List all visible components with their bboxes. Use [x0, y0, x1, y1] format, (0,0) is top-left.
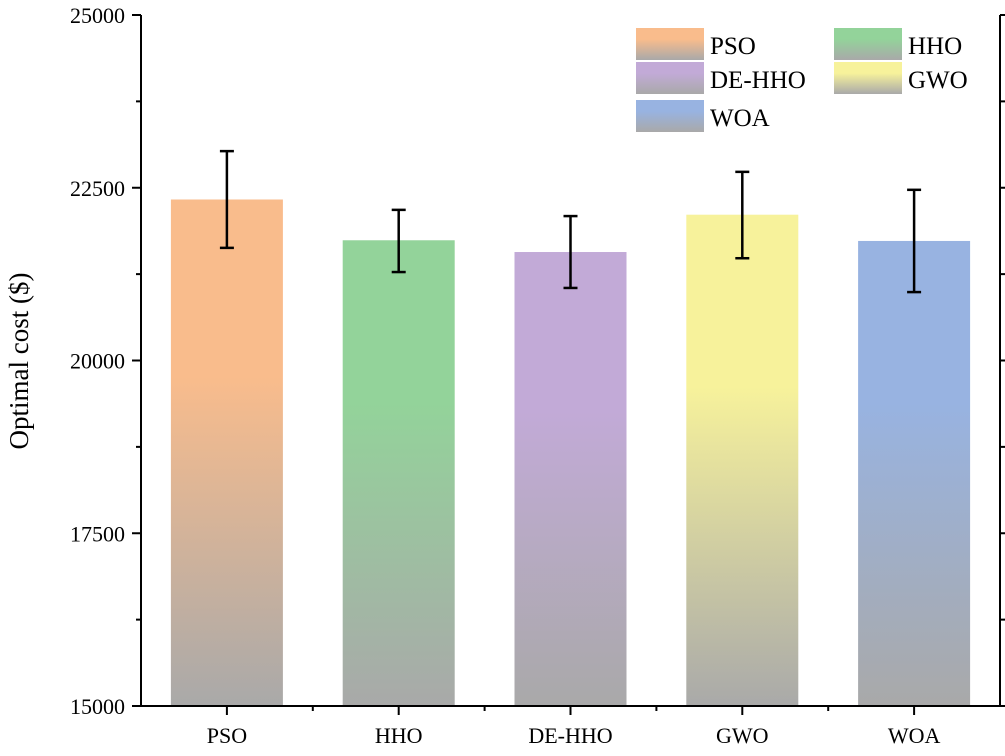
legend-label: WOA [710, 105, 770, 132]
axes-layer: 15000 17500 20000 22500 25000 PSO HHO DE-HHO GWO… [70, 3, 1005, 748]
legend-swatch [834, 62, 902, 94]
y-tick-label: 20000 [70, 349, 125, 374]
bar-de-hho [514, 252, 627, 706]
y-tick-label: 22500 [70, 176, 125, 201]
y-axis-title: Optimal cost ($) [4, 273, 34, 450]
bars-layer [170, 199, 971, 707]
y-tick-label: 15000 [70, 694, 125, 719]
bar-gwo [686, 214, 799, 706]
legend-label: DE-HHO [710, 67, 806, 94]
bar-pso [170, 199, 283, 706]
error-bar-hho [391, 208, 406, 274]
error-bars-layer [219, 149, 922, 294]
legend-swatch [636, 100, 704, 132]
legend-label: GWO [908, 67, 968, 94]
legend-item-hho: HHO [834, 28, 962, 60]
error-bar-gwo [735, 170, 750, 260]
legend-label: PSO [710, 33, 756, 60]
x-tick-label: HHO [375, 723, 423, 748]
legend-swatch [834, 28, 902, 60]
legend-item-pso: PSO [636, 28, 756, 60]
legend: PSO HHO DE-HHO GWO WOA [636, 28, 968, 132]
legend-swatch [636, 62, 704, 94]
error-bar-de-hho [563, 214, 578, 290]
error-bar-pso [219, 149, 234, 250]
x-tick-label: GWO [716, 723, 769, 748]
y-tick-label: 25000 [70, 3, 125, 28]
legend-swatch [636, 28, 704, 60]
bar-woa [858, 240, 971, 706]
legend-item-woa: WOA [636, 100, 770, 132]
legend-label: HHO [908, 33, 962, 60]
x-tick-label: DE-HHO [528, 723, 612, 748]
bar-hho [342, 240, 455, 707]
legend-item-gwo: GWO [834, 62, 968, 94]
x-tick-label: WOA [888, 723, 941, 748]
y-tick-label: 17500 [70, 521, 125, 546]
legend-item-de-hho: DE-HHO [636, 62, 806, 94]
x-tick-label: PSO [207, 723, 247, 748]
error-bar-woa [907, 188, 922, 294]
